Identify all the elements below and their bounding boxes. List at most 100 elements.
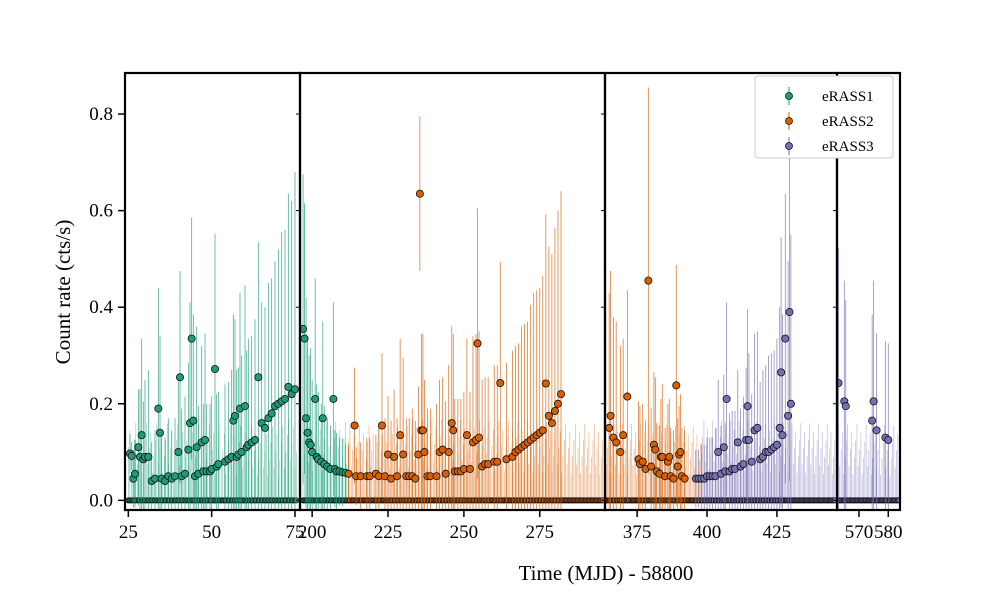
data-point [550,407,559,416]
x-tick-label: 250 [450,522,479,543]
plot-area [125,87,900,510]
x-tick-label: 225 [374,522,403,543]
data-point [556,390,565,399]
data-point [329,394,338,403]
data-point [174,448,183,457]
data-point [137,431,146,440]
data-point [673,462,682,471]
y-tick-label: 0.2 [89,394,113,415]
y-axis-label: Count rate (cts/s) [51,220,75,365]
data-point [669,474,678,483]
data-point [772,440,781,449]
data-point [743,402,752,411]
data-point [722,394,731,403]
data-point [306,440,315,449]
legend-marker [785,117,793,125]
data-point [672,381,681,390]
data-point [623,392,632,401]
y-tick-label: 0.6 [89,201,113,222]
data-point [785,308,794,317]
panel-frames [123,71,902,512]
data-point [396,431,405,440]
data-point [415,189,424,198]
data-point [377,421,386,430]
y-tick-label: 0.4 [89,297,113,318]
data-point [496,379,505,388]
data-point [541,379,550,388]
data-point [411,474,420,483]
data-point [778,431,787,440]
x-axis-label: Time (MJD) - 58800 [519,561,694,585]
y-tick-label: 0.0 [89,490,113,511]
data-point [739,460,748,469]
data-point [350,421,359,430]
data-point [475,433,484,442]
data-point [538,426,547,435]
data-point [187,334,196,343]
data-point [638,457,647,466]
data-point [644,276,653,285]
data-point [420,448,429,457]
x-tick-label: 400 [693,522,722,543]
data-point [260,423,269,432]
data-point [300,324,308,333]
data-point [432,472,441,481]
data-point [150,474,159,483]
data-point [300,334,309,343]
x-tick-label: 580 [874,522,903,543]
data-point [127,451,136,460]
data-point [777,368,786,377]
legend-label: eRASS3 [822,139,874,155]
data-point [781,334,790,343]
x-tick-label: 25 [119,522,138,543]
data-point [134,443,143,452]
panel-3 [605,87,837,510]
data-point [676,448,685,457]
data-point [214,460,223,469]
data-point [647,462,656,471]
data-point [189,416,198,425]
x-tick-label: 375 [623,522,652,543]
data-point [744,435,753,444]
data-point [841,402,850,411]
data-point [651,445,660,454]
x-tick-label: 275 [526,522,555,543]
x-tick-label: 425 [763,522,792,543]
data-point [784,411,793,420]
data-point [290,385,299,394]
data-point [155,428,164,437]
data-point [200,435,209,444]
data-point [393,472,402,481]
panel-1 [125,171,300,510]
data-point [390,452,399,461]
data-point [719,443,728,452]
data-point [606,411,615,420]
data-point [872,426,881,435]
data-point [130,469,139,478]
data-point [308,448,317,457]
data-point [230,411,239,420]
data-point [237,448,246,457]
x-tick-label: 200 [298,522,327,543]
panel-frame [123,71,302,512]
data-point [775,423,784,432]
data-point [612,438,621,447]
data-point [747,457,756,466]
data-point [240,402,249,411]
data-point [733,438,742,447]
data-point [616,448,625,457]
data-point [180,469,189,478]
data-point [462,431,471,440]
data-point [144,452,153,461]
data-point [619,431,628,440]
data-point [868,416,877,425]
x-tick-label: 50 [202,522,221,543]
data-point [302,414,311,423]
data-point [465,464,474,473]
data-point [175,373,184,382]
data-point [547,419,556,428]
data-point [303,428,312,437]
x-tick-label: 570 [845,522,874,543]
